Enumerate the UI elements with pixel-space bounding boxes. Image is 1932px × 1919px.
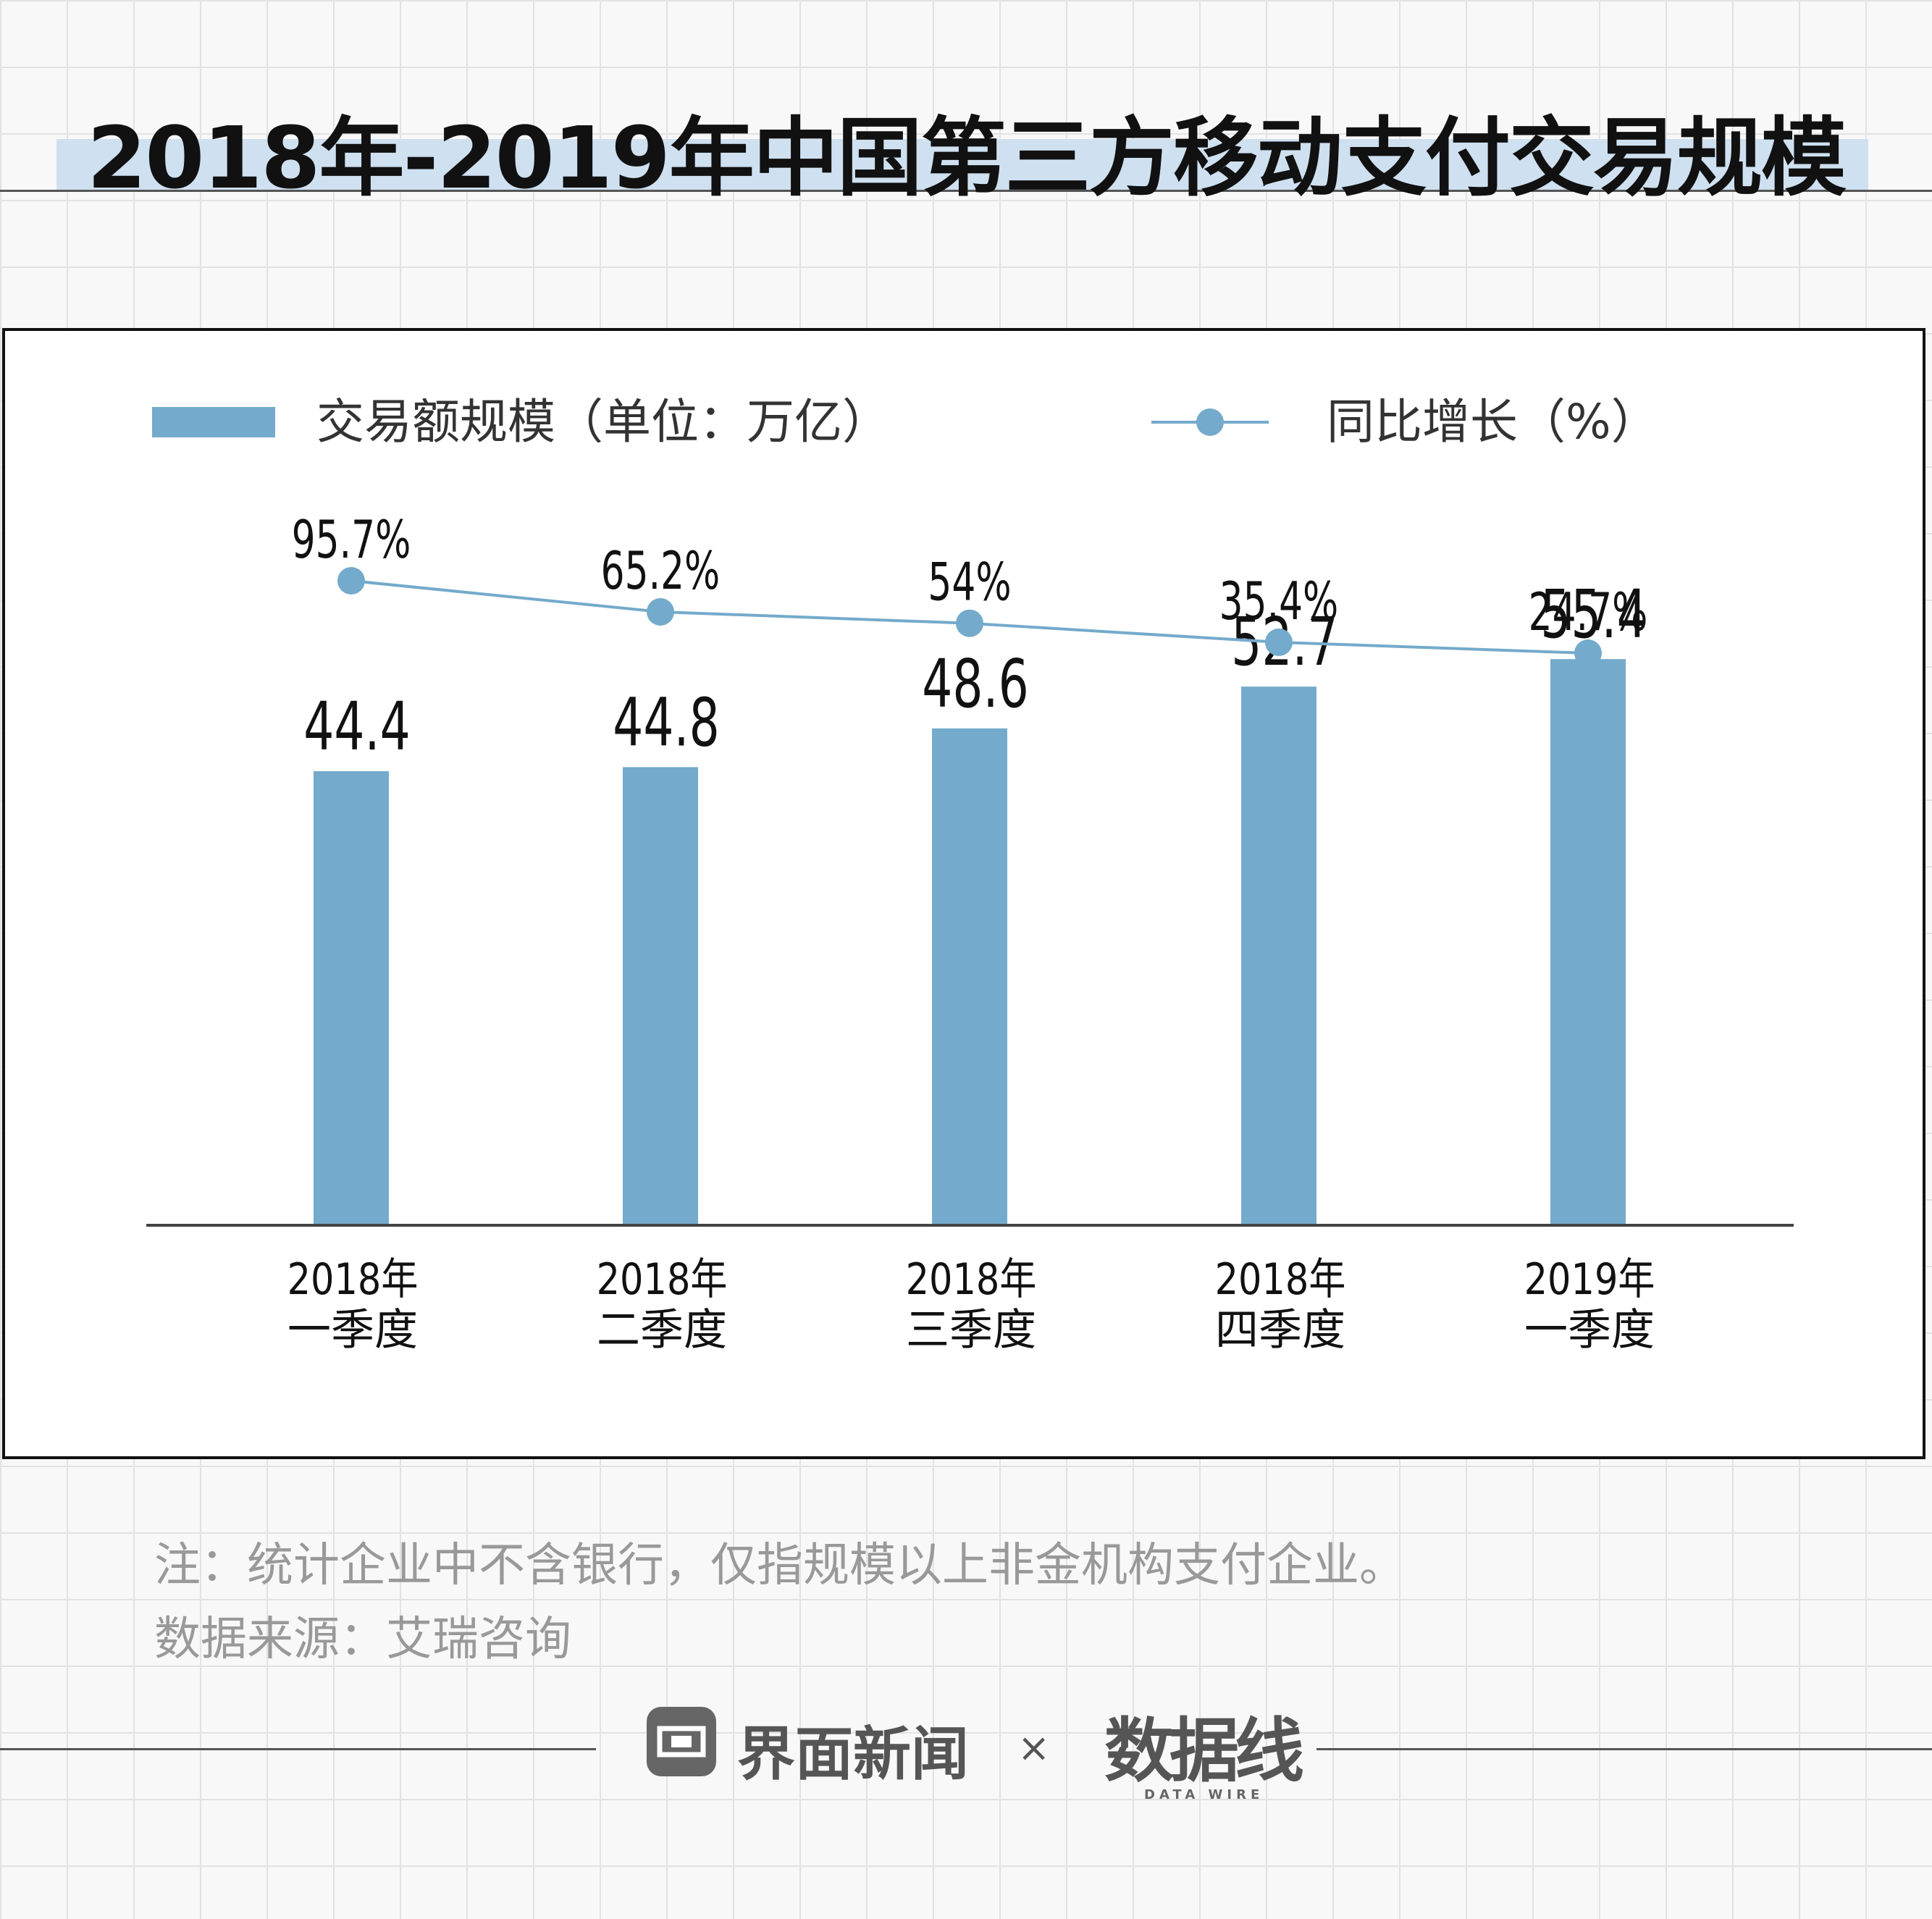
growth-value-label: 95.7%	[292, 509, 411, 570]
chart-svg: 交易额规模（单位：万亿） 同比增长（%） 44.444.848.652.755.…	[146, 394, 1794, 1356]
growth-value-label: 24.7%	[1529, 581, 1648, 642]
growth-point	[1574, 639, 1602, 667]
bar-value-label: 44.4	[303, 688, 410, 765]
growth-value-label: 35.4%	[1219, 571, 1339, 631]
x-tick-label-quarter: 一季度	[1524, 1305, 1655, 1356]
x-tick-label-year: 2018年	[597, 1254, 728, 1305]
footnote: 注：统计企业中不含银行，仅指规模以上非金机构支付企业。	[154, 1539, 1406, 1592]
title-highlight-band	[56, 139, 1868, 191]
bar	[314, 770, 389, 1224]
growth-point	[1265, 628, 1293, 656]
jiemian-logo-icon	[647, 1707, 716, 1776]
growth-point	[337, 567, 365, 595]
chart-panel: 交易额规模（单位：万亿） 同比增长（%） 44.444.848.652.755.…	[2, 328, 1925, 1459]
footer-partner-logo: 数据线	[1104, 1710, 1304, 1792]
bar	[623, 767, 698, 1224]
legend-bar-swatch	[152, 407, 275, 437]
x-tick-label-quarter: 三季度	[906, 1305, 1036, 1356]
growth-value-label: 65.2%	[601, 540, 721, 601]
x-tick-label-quarter: 二季度	[597, 1305, 727, 1356]
footer-rule-left	[0, 1748, 596, 1750]
footer-brand: 界面新闻	[737, 1721, 969, 1788]
data-source: 数据来源：艾瑞咨询	[154, 1613, 571, 1666]
x-tick-label-quarter: 四季度	[1215, 1305, 1345, 1356]
growth-line-series	[337, 567, 1602, 667]
page-title: 2018年-2019年中国第三方移动支付交易规模	[87, 108, 1847, 208]
legend-line-label: 同比增长（%）	[1327, 394, 1659, 450]
x-tick-label-year: 2019年	[1524, 1254, 1655, 1305]
footer-separator: ×	[1017, 1725, 1051, 1771]
bar-value-label: 44.8	[613, 684, 719, 761]
bar	[1241, 686, 1316, 1224]
growth-value-labels: 95.7% 65.2% 54% 35.4% 24.7%	[292, 509, 1648, 642]
bar-value-label: 48.6	[922, 645, 1028, 723]
bar-value-label: 55.4	[1540, 576, 1647, 653]
bar-value-labels: 44.444.848.652.755.4	[303, 576, 1647, 765]
growth-point	[647, 597, 674, 626]
footer-rule-right	[1316, 1748, 1932, 1750]
bar-series	[314, 659, 1626, 1224]
legend-line-marker	[1196, 408, 1224, 436]
legend: 交易额规模（单位：万亿） 同比增长（%）	[152, 394, 1659, 450]
legend-bar-label: 交易额规模（单位：万亿）	[316, 394, 890, 450]
bar	[932, 728, 1007, 1224]
x-tick-label-year: 2018年	[287, 1254, 419, 1305]
bar	[1550, 659, 1626, 1224]
x-tick-label-year: 2018年	[1215, 1254, 1346, 1305]
x-tick-label-year: 2018年	[906, 1254, 1037, 1305]
title-rule	[0, 190, 1932, 192]
footer-partner-sub: DATA WIRE	[1144, 1787, 1264, 1802]
x-tick-label-quarter: 一季度	[287, 1305, 418, 1356]
growth-value-label: 54%	[928, 552, 1011, 613]
growth-point	[956, 609, 983, 637]
